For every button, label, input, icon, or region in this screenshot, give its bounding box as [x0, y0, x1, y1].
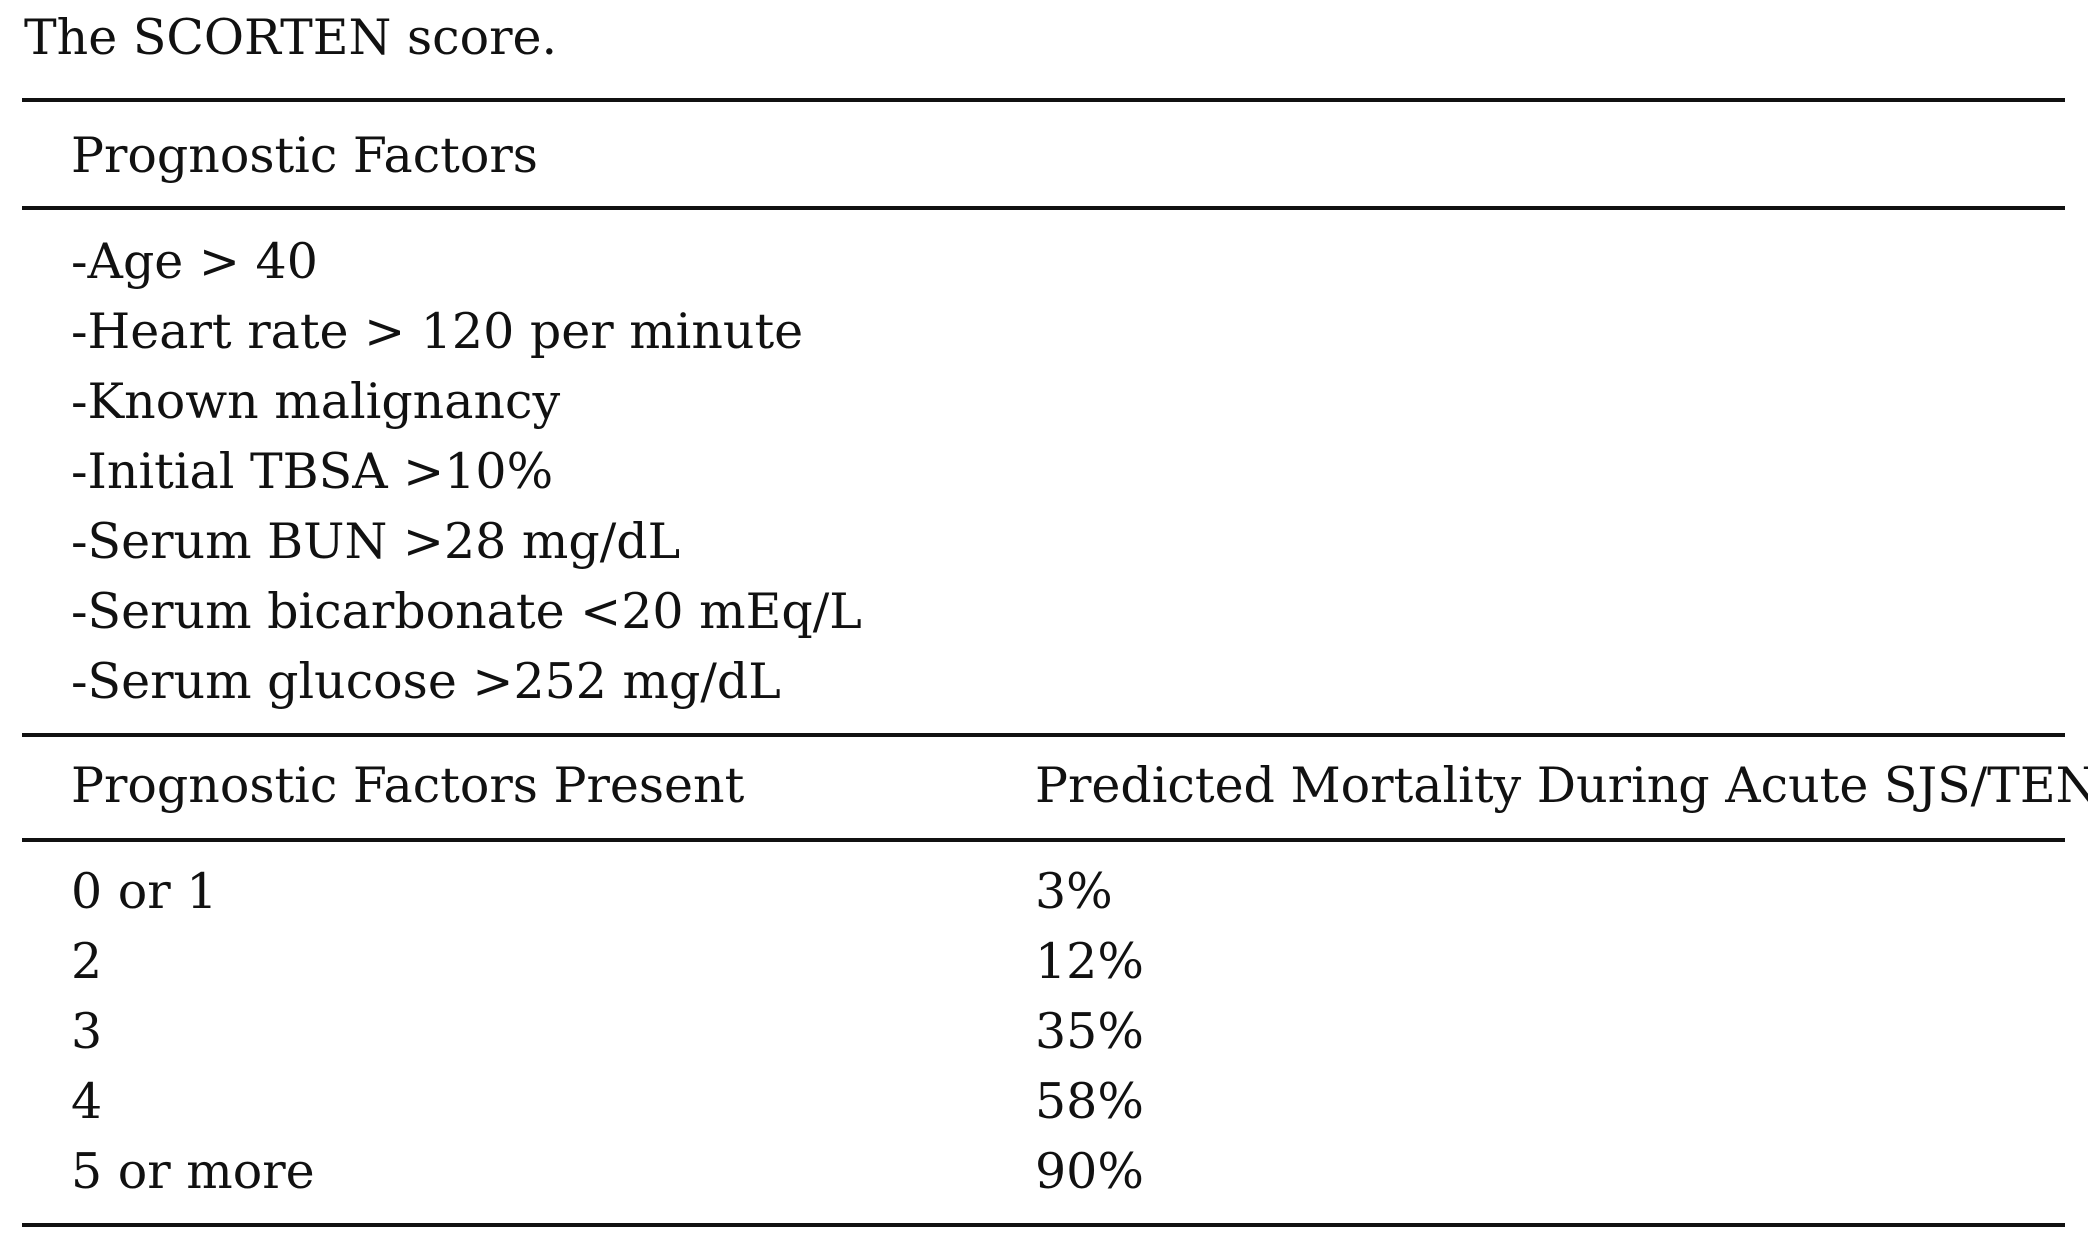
- table-row: 3 35%: [71, 1002, 2071, 1072]
- score-table-header-rule: [22, 838, 2065, 842]
- factor-item: -Heart rate > 120 per minute: [71, 303, 804, 360]
- table-row: 5 or more 90%: [71, 1142, 2071, 1212]
- factor-item: -Age > 40: [71, 233, 318, 290]
- factors-header: Prognostic Factors: [71, 127, 538, 184]
- mortality-cell: 12%: [1035, 933, 1144, 990]
- factor-item: -Serum BUN >28 mg/dL: [71, 513, 681, 570]
- mortality-cell: 35%: [1035, 1003, 1144, 1060]
- table-row: 4 58%: [71, 1072, 2071, 1142]
- factors-present-cell: 4: [71, 1073, 103, 1130]
- factors-present-cell: 5 or more: [71, 1143, 315, 1200]
- factor-list: -Age > 40 -Heart rate > 120 per minute -…: [71, 232, 862, 722]
- factors-header-rule: [22, 206, 2065, 210]
- table-row: 2 12%: [71, 932, 2071, 1002]
- column-header-present: Prognostic Factors Present: [71, 757, 745, 814]
- top-rule: [22, 98, 2065, 102]
- factor-item: -Serum glucose >252 mg/dL: [71, 653, 781, 710]
- score-table-top-rule: [22, 733, 2065, 737]
- score-table-body: 0 or 1 3% 2 12% 3 35% 4 58% 5 or more 90…: [71, 862, 2071, 1212]
- table-caption: The SCORTEN score.: [24, 9, 558, 66]
- column-header-mortality: Predicted Mortality During Acute SJS/TEN: [1035, 757, 2088, 814]
- factor-item: -Known malignancy: [71, 373, 561, 430]
- mortality-cell: 3%: [1035, 863, 1113, 920]
- table-row: 0 or 1 3%: [71, 862, 2071, 932]
- factor-item: -Initial TBSA >10%: [71, 443, 554, 500]
- bottom-rule: [22, 1223, 2065, 1227]
- factor-item: -Serum bicarbonate <20 mEq/L: [71, 583, 862, 640]
- mortality-cell: 90%: [1035, 1143, 1144, 1200]
- mortality-cell: 58%: [1035, 1073, 1144, 1130]
- factors-present-cell: 2: [71, 933, 103, 990]
- factors-present-cell: 3: [71, 1003, 103, 1060]
- factors-present-cell: 0 or 1: [71, 863, 218, 920]
